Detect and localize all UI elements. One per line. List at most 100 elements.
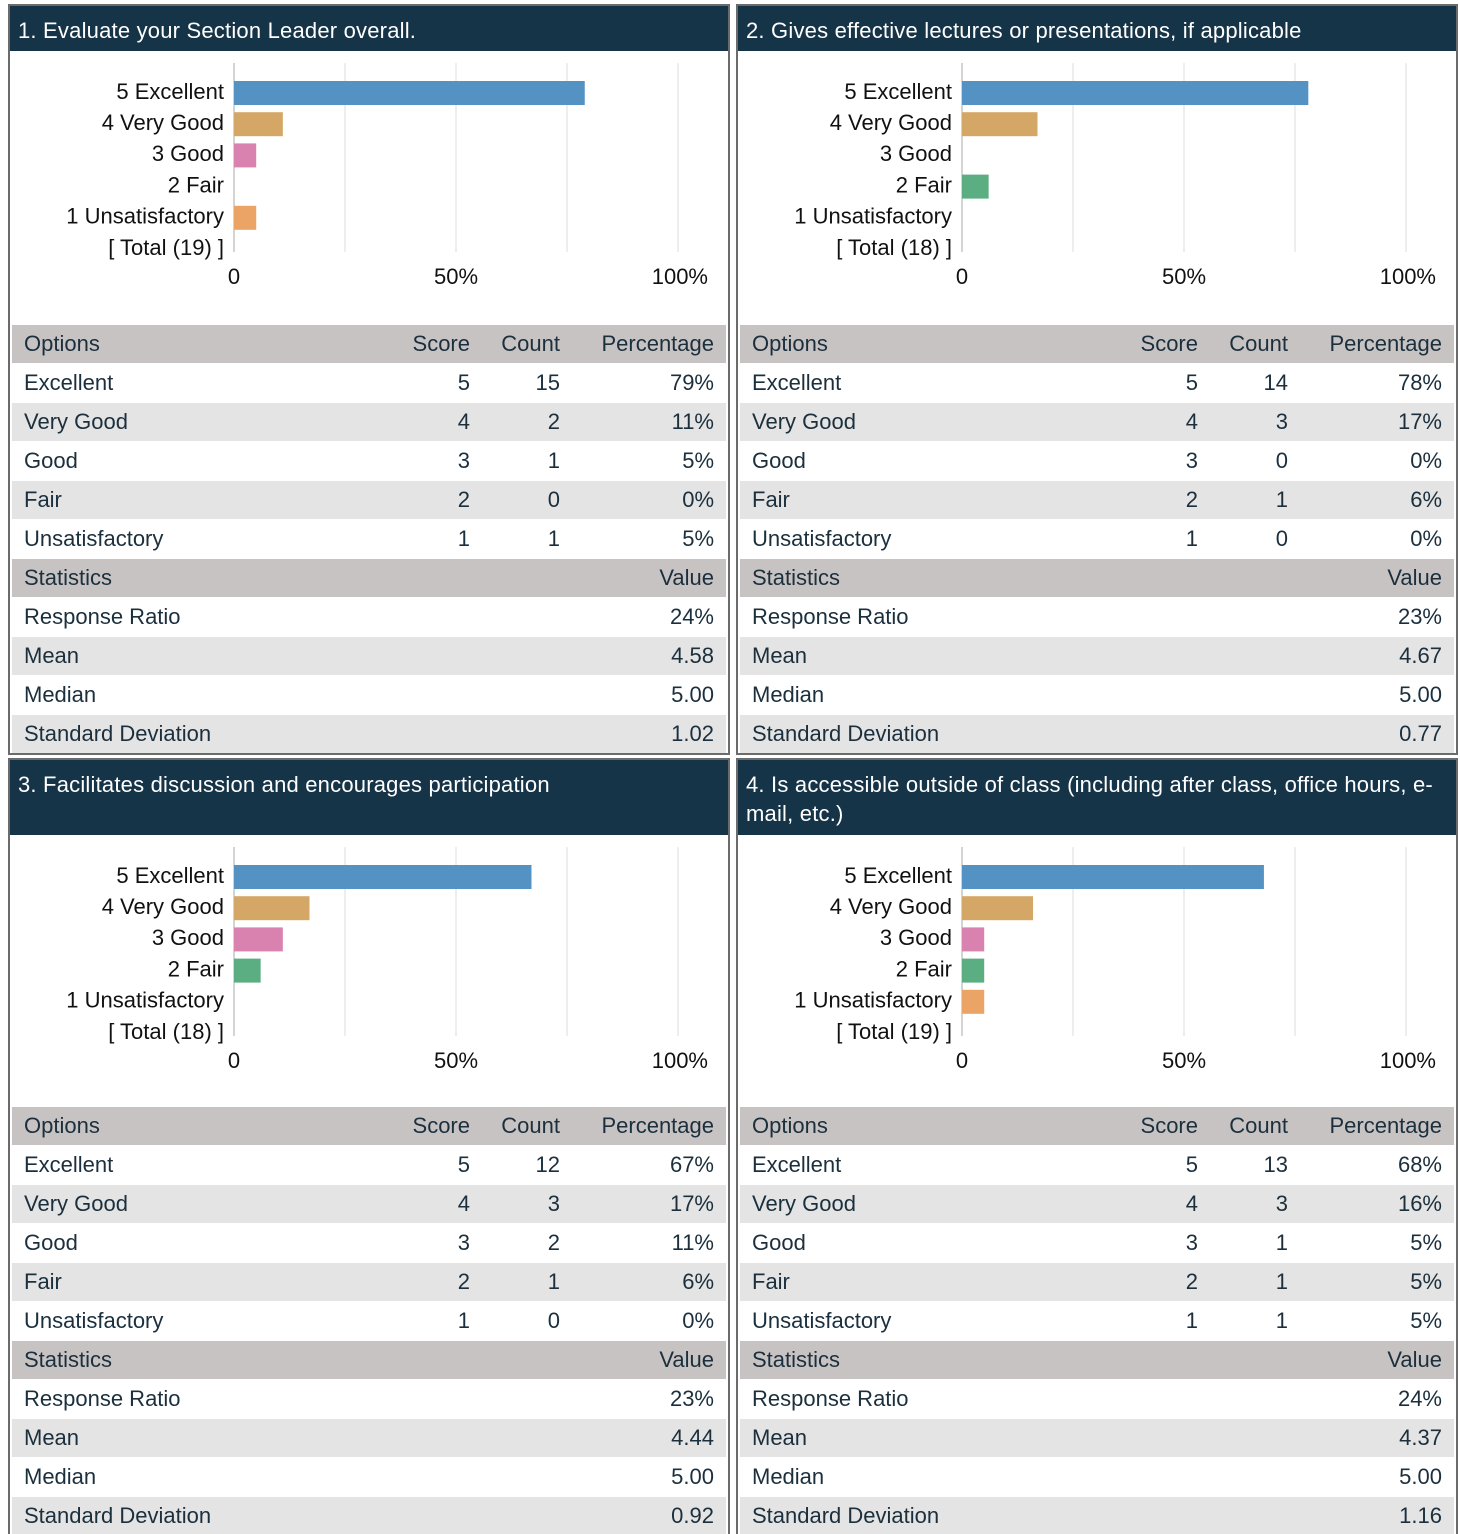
data-table: Options Score Count Percentage Excellent 5 12 6…	[12, 1106, 726, 1534]
table-cell: 11%	[572, 402, 726, 442]
table-cell: 1	[1110, 519, 1210, 559]
table-cell: Standard Deviation	[12, 1496, 572, 1534]
table-cell: Response Ratio	[12, 597, 572, 637]
table-cell: Good	[12, 1223, 382, 1263]
table-row: Excellent 5 14 78%	[740, 363, 1454, 403]
table-cell: 1	[382, 1301, 482, 1341]
stats-header: Statistics Value	[740, 558, 1454, 598]
category-label: 1 Unsatisfactory	[66, 988, 224, 1013]
table-cell: 2	[482, 402, 572, 442]
table-cell: 2	[1110, 480, 1210, 520]
header-cell: Value	[1300, 1340, 1454, 1380]
table-cell: Very Good	[740, 402, 1110, 442]
header-cell: Value	[1300, 558, 1454, 598]
table-row: Fair 2 1 6%	[12, 1262, 726, 1302]
table-cell: 4.58	[572, 636, 726, 676]
bar	[962, 174, 989, 199]
category-label: [ Total (18) ]	[836, 235, 952, 260]
data-table: Options Score Count Percentage Excellent 5 14 7…	[740, 324, 1454, 753]
table-cell: 0	[482, 1301, 572, 1341]
stats-row: Median 5.00	[12, 675, 726, 715]
x-tick-label: 50%	[1162, 1048, 1206, 1073]
table-row: Fair 2 0 0%	[12, 480, 726, 520]
header-cell: Count	[482, 324, 572, 364]
table-cell: Fair	[740, 1262, 1110, 1302]
table-cell: Good	[740, 1223, 1110, 1263]
x-tick-label: 0	[956, 1048, 968, 1073]
table-cell: 0.92	[572, 1496, 726, 1534]
category-label: 1 Unsatisfactory	[794, 988, 952, 1013]
table-row: Fair 2 1 6%	[740, 480, 1454, 520]
table-row: Excellent 5 12 67%	[12, 1145, 726, 1185]
table-cell: 4	[1110, 402, 1210, 442]
category-label: 2 Fair	[168, 956, 224, 981]
table-cell: 3	[1210, 1184, 1300, 1224]
bar	[234, 896, 310, 921]
table-cell: 17%	[1300, 402, 1454, 442]
header-cell: Options	[740, 324, 1110, 364]
table-row: Unsatisfactory 1 0 0%	[12, 1301, 726, 1341]
table-cell: Fair	[740, 480, 1110, 520]
stats-row: Median 5.00	[740, 1457, 1454, 1497]
table-cell: 1	[482, 1262, 572, 1302]
table-cell: 13	[1210, 1145, 1300, 1185]
panel: 2. Gives effective lectures or presentat…	[736, 4, 1458, 755]
header-cell: Count	[1210, 1106, 1300, 1146]
table-cell: 11%	[572, 1223, 726, 1263]
table-cell: Very Good	[740, 1184, 1110, 1224]
table-cell: 5	[1110, 363, 1210, 403]
stats-row: Median 5.00	[740, 675, 1454, 715]
bar-chart: 0 50% 100% 5 Excellent 4 Very Good 3 Good 2 Fa…	[66, 63, 708, 289]
stats-row: Median 5.00	[12, 1457, 726, 1497]
panel-title: 3. Facilitates discussion and encourages…	[10, 760, 728, 835]
header-cell: Percentage	[572, 1106, 726, 1146]
header-cell: Value	[572, 1340, 726, 1380]
stats-header: Statistics Value	[740, 1340, 1454, 1380]
table-row: Very Good 4 2 11%	[12, 402, 726, 442]
panel-title: 2. Gives effective lectures or presentat…	[738, 6, 1456, 51]
bar	[234, 112, 283, 137]
category-label: 3 Good	[880, 925, 952, 950]
bar-chart: 0 50% 100% 5 Excellent 4 Very Good 3 Good 2 Fa…	[794, 847, 1436, 1073]
table-cell: 1	[1110, 1301, 1210, 1341]
table-cell: Median	[12, 675, 572, 715]
table-cell: Median	[740, 675, 1300, 715]
stats-row: Response Ratio 24%	[740, 1379, 1454, 1419]
stats-row: Standard Deviation 0.92	[12, 1496, 726, 1534]
table-cell: 3	[1110, 1223, 1210, 1263]
header-cell: Percentage	[1300, 1106, 1454, 1146]
table-header: Options Score Count Percentage	[12, 1106, 726, 1146]
stats-row: Mean 4.37	[740, 1418, 1454, 1458]
x-tick-label: 0	[956, 264, 968, 289]
table-cell: 1.16	[1300, 1496, 1454, 1534]
table-cell: 3	[382, 1223, 482, 1263]
table-cell: Standard Deviation	[740, 1496, 1300, 1534]
table-cell: Standard Deviation	[12, 714, 572, 753]
table-cell: 3	[1110, 441, 1210, 481]
table-cell: Good	[12, 441, 382, 481]
category-label: 1 Unsatisfactory	[794, 204, 952, 229]
stats-row: Mean 4.58	[12, 636, 726, 676]
table-row: Unsatisfactory 1 0 0%	[740, 519, 1454, 559]
table-cell: 1	[1210, 1262, 1300, 1302]
table-row: Unsatisfactory 1 1 5%	[12, 519, 726, 559]
table-cell: Excellent	[740, 363, 1110, 403]
table-cell: Very Good	[12, 1184, 382, 1224]
table-cell: 67%	[572, 1145, 726, 1185]
bar	[234, 143, 257, 168]
category-label: 5 Excellent	[116, 863, 224, 888]
table-cell: Mean	[12, 636, 572, 676]
table-cell: 24%	[572, 597, 726, 637]
category-label: 2 Fair	[168, 172, 224, 197]
category-label: 4 Very Good	[102, 110, 224, 135]
table-cell: Excellent	[12, 1145, 382, 1185]
table-cell: 23%	[572, 1379, 726, 1419]
table-cell: 0%	[1300, 441, 1454, 481]
header-cell: Count	[1210, 324, 1300, 364]
table-cell: 0	[482, 480, 572, 520]
data-table: Options Score Count Percentage Excellent 5 15 7…	[12, 324, 726, 753]
table-cell: 4.37	[1300, 1418, 1454, 1458]
table-cell: 0	[1210, 519, 1300, 559]
category-label: 5 Excellent	[844, 79, 952, 104]
